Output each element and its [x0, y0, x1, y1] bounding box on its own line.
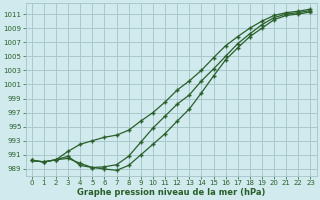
- X-axis label: Graphe pression niveau de la mer (hPa): Graphe pression niveau de la mer (hPa): [77, 188, 265, 197]
